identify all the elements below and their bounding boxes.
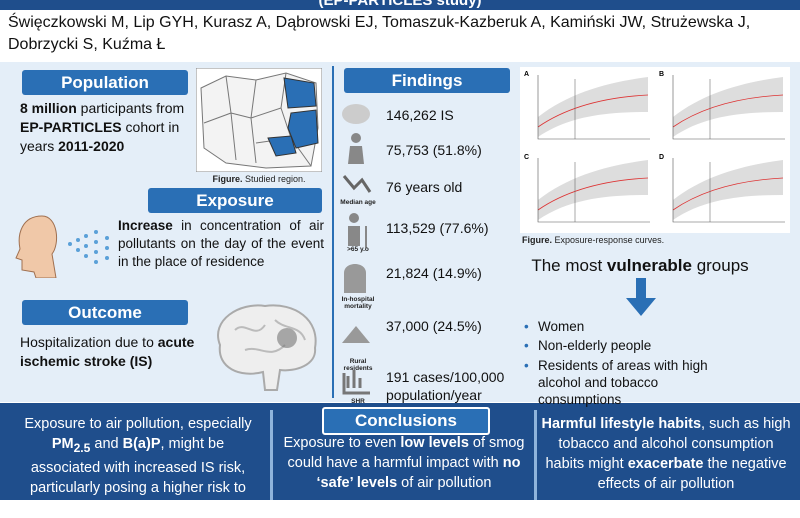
conclusions-heading: Conclusions	[322, 407, 490, 435]
vulnerable-item: • Non-elderly people	[524, 337, 734, 354]
text-segment: 8 million	[20, 100, 77, 116]
text-segment: The most	[531, 256, 607, 275]
face-icon	[15, 215, 109, 278]
text-segment: , might be associated with increased IS …	[30, 436, 246, 496]
map	[196, 68, 322, 172]
axes	[672, 75, 785, 140]
finding-value: 75,753 (51.8%)	[386, 142, 482, 158]
vulnerable-item: • Women	[524, 318, 734, 335]
text-segment: 2011-2020	[58, 138, 125, 154]
item-text: Women	[538, 319, 585, 334]
caption-text: Studied region.	[244, 174, 306, 184]
item-text: Non-elderly people	[538, 338, 652, 353]
outcome-text: Hospitalization due to acute ischemic st…	[20, 333, 200, 371]
finding-value: 76 years old	[386, 179, 463, 195]
conclusion: Exposure to air pollution, especially PM…	[20, 414, 256, 518]
text-segment: of air pollution	[397, 475, 492, 491]
text-segment: 2.5	[73, 440, 91, 455]
text-segment: participants from	[76, 100, 185, 116]
text-segment: the negative effects of air pollution	[597, 456, 787, 492]
header-band: (EP-PARTICLES study)	[0, 0, 800, 10]
text-segment: , such as high tobacco and alcohol consu…	[545, 416, 791, 472]
text-segment: PM	[51, 436, 74, 452]
figure-panel: A B C D	[520, 67, 790, 233]
bullet: •	[524, 358, 529, 373]
population-heading: Population	[22, 70, 188, 95]
panel-letter: D	[659, 154, 664, 161]
text-segment: no ‘safe’ levels	[316, 455, 521, 491]
separator	[534, 410, 537, 500]
divider	[332, 66, 334, 398]
bullet: •	[524, 338, 529, 353]
text-segment: Harmful lifestyle habits	[541, 416, 702, 432]
text-segment: low levels	[400, 435, 469, 451]
finding-value: 37,000 (24.5%)	[386, 318, 482, 334]
text-segment: Hospitalization due to	[20, 334, 158, 350]
finding-value: 146,262 IS	[386, 107, 454, 123]
panel-letter: B	[659, 71, 664, 78]
curve	[672, 177, 784, 211]
text-segment: EP-PARTICLES	[20, 119, 122, 135]
ci-band	[673, 77, 783, 137]
authors: Święczkowski M, Lip GYH, Kurasz A, Dąbro…	[8, 14, 751, 53]
axes	[672, 158, 785, 223]
ci-band	[673, 160, 783, 220]
conclusion: Exposure to even low levels of smog coul…	[282, 433, 526, 493]
map-caption: Figure. Studied region.	[196, 174, 322, 184]
findings-icons	[342, 104, 372, 395]
vulnerable-heading: The most vulnerable groups	[520, 256, 760, 276]
ci-band	[538, 77, 648, 137]
conclusion: Harmful lifestyle habits, such as high t…	[540, 414, 792, 494]
infographic: (EP-PARTICLES study) Święczkowski M, Lip…	[0, 0, 800, 500]
header-title: (EP-PARTICLES study)	[318, 0, 482, 9]
finding-value: 113,529 (77.6%)	[386, 220, 489, 236]
text-segment: cohort in years	[20, 119, 180, 154]
text-segment: Exposure to even	[283, 435, 401, 451]
text-segment: vulnerable	[606, 256, 692, 275]
exposure-heading: Exposure	[148, 188, 322, 213]
text-segment: acute ischemic stroke (IS)	[20, 334, 195, 369]
text-segment: of smog could have a harmful impact with	[287, 435, 525, 471]
curve	[537, 177, 649, 211]
outcome-heading: Outcome	[22, 300, 188, 325]
bullet: •	[524, 319, 529, 334]
axes	[537, 158, 650, 223]
population-text: 8 million participants from EP-PARTICLES…	[20, 99, 192, 156]
item-text: Residents of areas with high alcohol and…	[538, 358, 708, 407]
curve	[537, 94, 649, 128]
text-segment: Increase	[118, 218, 173, 233]
findings-heading: Findings	[344, 68, 510, 93]
finding-label: In-hospital mortality	[341, 296, 375, 310]
panel-letter: A	[524, 71, 529, 78]
caption-text: Exposure-response curves.	[554, 235, 665, 245]
text-segment: B(a)P	[122, 436, 161, 452]
curves: A B C D	[524, 71, 785, 223]
finding-value: 21,824 (14.9%)	[386, 265, 482, 281]
finding-label: Rural residents	[343, 358, 373, 372]
finding-label: >65 y.o	[347, 246, 369, 253]
figure-caption: Figure. Exposure-response curves.	[522, 235, 664, 245]
caption-label: Figure.	[212, 174, 243, 184]
text-segment: groups	[691, 256, 749, 275]
finding-label: SHR	[351, 398, 365, 405]
text-segment: non-elderly women	[71, 499, 205, 516]
text-segment: in concentration of air pollutants on th…	[118, 218, 324, 269]
down-arrow	[626, 278, 656, 316]
panel-letter: C	[524, 154, 529, 161]
text-segment: Exposure to air pollution, especially	[24, 416, 252, 432]
exposure-text: Increase in concentration of air polluta…	[118, 217, 324, 271]
separator	[270, 410, 273, 500]
brain-icon	[217, 304, 317, 391]
caption-label: Figure.	[522, 235, 553, 245]
vulnerable-item: • Residents of areas with high alcohol an…	[524, 357, 734, 408]
ci-band	[538, 160, 648, 220]
text-segment: and	[90, 436, 123, 452]
text-segment: exacerbate	[627, 456, 704, 472]
curve	[672, 94, 784, 128]
axes	[537, 75, 650, 140]
finding-value: 191 cases/100,000 population/year	[386, 369, 505, 403]
finding-label: Median age	[340, 199, 376, 206]
